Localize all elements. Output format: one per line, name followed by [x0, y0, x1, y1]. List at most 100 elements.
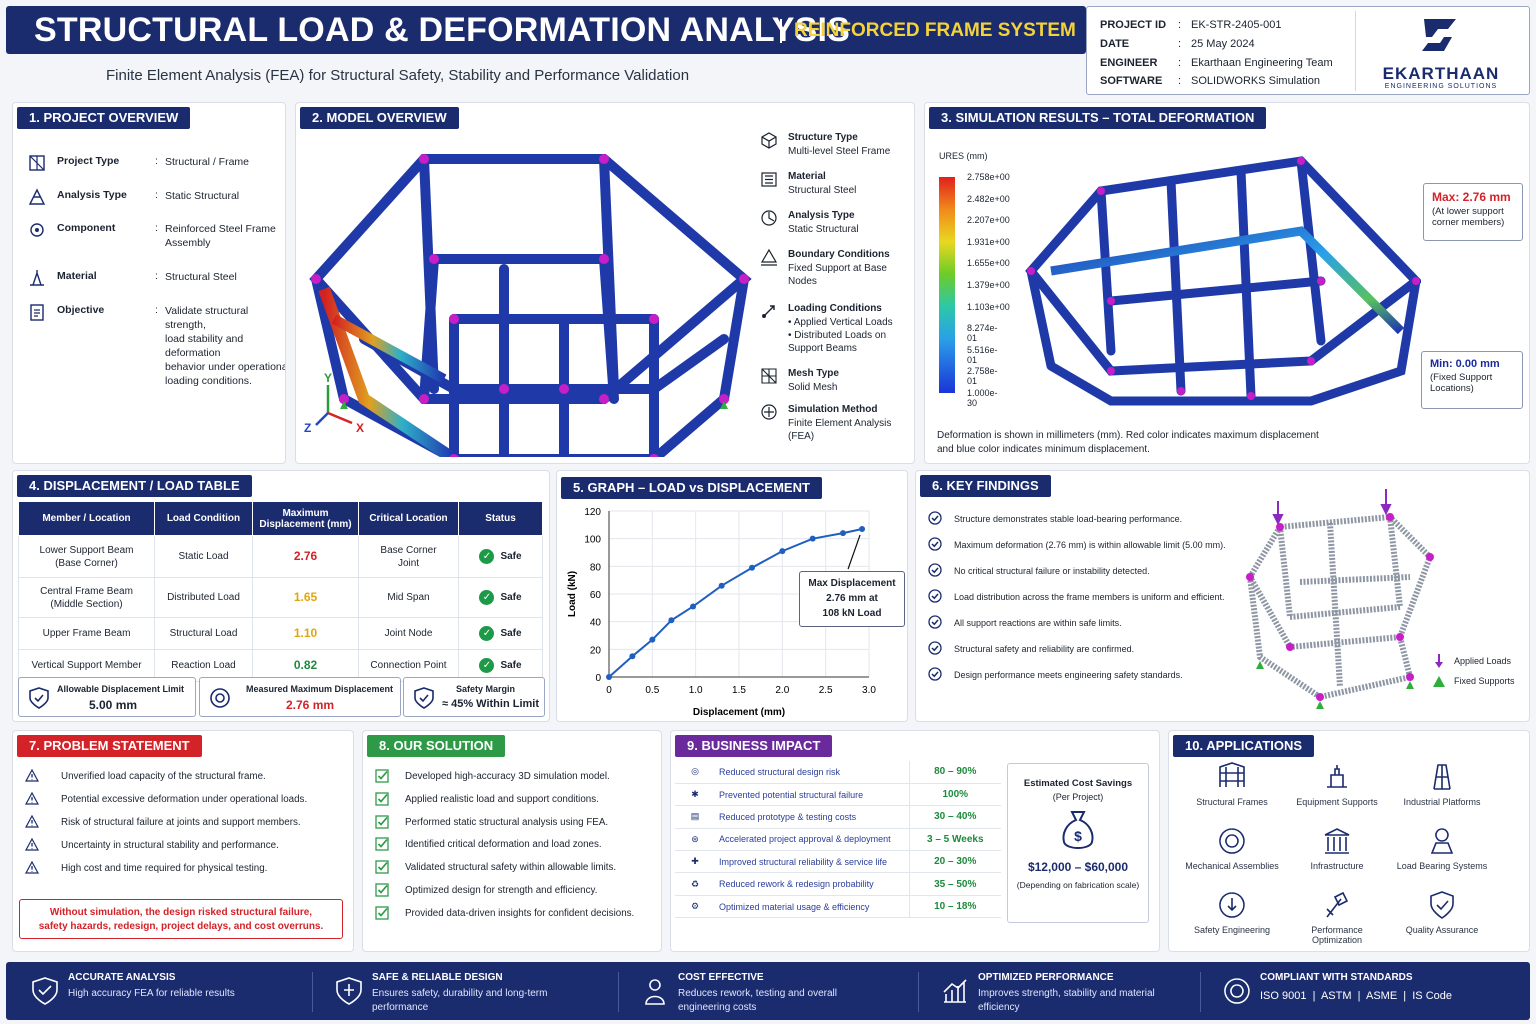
- footer-heading: ACCURATE ANALYSIS: [68, 972, 176, 983]
- data-point: [690, 603, 697, 610]
- savings-title: Estimated Cost Savings: [1023, 778, 1133, 789]
- data-point: [606, 674, 612, 680]
- col-header: Maximum Displacement (mm): [252, 501, 359, 536]
- max-label: Max: 2.76 mm: [1432, 190, 1511, 204]
- table-row: Central Frame Beam (Middle Section) Dist…: [18, 577, 543, 618]
- impact-row: ✚ Improved structural reliability & servi…: [675, 850, 1001, 874]
- data-point: [749, 564, 755, 571]
- section-title: 9. BUSINESS IMPACT: [675, 735, 833, 757]
- section-title: 10. APPLICATIONS: [1173, 735, 1315, 757]
- scale-tick-label: 5.516e-01: [967, 344, 998, 365]
- max-callout: Max: 2.76 mm (At lower support corner me…: [1423, 183, 1523, 241]
- frame-icon: [29, 155, 45, 171]
- application-item: Mechanical Assemblies: [1177, 825, 1287, 871]
- section-title: 8. OUR SOLUTION: [367, 735, 506, 757]
- section-title: 6. KEY FINDINGS: [920, 475, 1051, 497]
- axis-triad-icon: [315, 385, 353, 426]
- application-label: Structural Frames: [1196, 797, 1268, 807]
- fixed-support-triangle-icon: [1433, 676, 1445, 687]
- warning-icon: [25, 792, 39, 805]
- application-label: Infrastructure: [1310, 861, 1364, 871]
- ekarthaan-logo-icon: [1422, 19, 1456, 51]
- section-title: 2. MODEL OVERVIEW: [300, 107, 459, 129]
- checklist-icon: [30, 304, 44, 321]
- section-title: 5. GRAPH – LOAD vs DISPLACEMENT: [561, 477, 822, 499]
- data-point: [668, 617, 675, 624]
- money-bag-icon: $: [1062, 811, 1094, 849]
- warning-icon: [25, 815, 39, 828]
- application-item: Quality Assurance: [1387, 889, 1497, 935]
- shield-icon: [32, 977, 58, 1005]
- impact-icon: ✱: [675, 783, 715, 807]
- y-tick-label: 80: [590, 562, 602, 573]
- check-icon: [375, 814, 389, 829]
- scale-tick-label: 1.000e-30: [967, 388, 998, 408]
- check-icon: [375, 837, 389, 852]
- load-bearing-icon: [1430, 828, 1454, 854]
- data-point: [809, 535, 816, 542]
- method-icon: [761, 404, 777, 420]
- impact-table: ◎ Reduced structural design risk 80 – 90% ✱…: [675, 761, 1001, 919]
- business-impact-panel: 9. BUSINESS IMPACT ◎ Reduced structural d…: [670, 730, 1160, 952]
- applied-load-arrow-icon: [1435, 654, 1443, 668]
- footer-description: Reduces rework, testing and overall engi…: [678, 988, 837, 1013]
- target-icon: [210, 688, 230, 708]
- project-meta-card: PROJECT ID: EK-STR-2405-001 DATE:25 May 2…: [1086, 6, 1530, 95]
- y-axis-label: Load (kN): [567, 571, 578, 617]
- check-icon: [375, 769, 389, 783]
- shield-check-icon: [414, 687, 434, 709]
- applications-grid: Structural Frames Equipment Supports Indus…: [1169, 731, 1529, 951]
- data-point: [779, 548, 786, 555]
- title-divider: [780, 19, 782, 43]
- scale-tick-label: 8.274e-01: [967, 323, 998, 344]
- application-label: Performance Optimization: [1311, 925, 1363, 945]
- risk-warning: Without simulation, the design risked st…: [19, 899, 343, 939]
- section-title: 4. DISPLACEMENT / LOAD TABLE: [17, 475, 252, 497]
- application-item: Performance Optimization: [1282, 889, 1392, 945]
- meta-row: PROJECT ID: EK-STR-2405-001: [1100, 19, 1282, 31]
- table-row: Lower Support Beam (Base Corner) Static …: [18, 535, 543, 578]
- warning-icon: [25, 769, 39, 782]
- check-icon: [375, 860, 389, 874]
- equipment-support-icon: [1327, 765, 1347, 788]
- meta-row: ENGINEER: Ekarthaan Engineering Team: [1100, 57, 1333, 69]
- brand-tagline: ENGINEERING SOLUTIONS: [1384, 83, 1498, 90]
- section-title: 3. SIMULATION RESULTS – TOTAL DEFORMATIO…: [929, 107, 1267, 129]
- axis-x-label: X: [356, 421, 365, 435]
- impact-icon: ♻: [675, 872, 715, 896]
- x-axis-label: Displacement (mm): [693, 707, 785, 718]
- mesh-icon: [761, 368, 777, 384]
- gear-icon: [30, 223, 44, 237]
- table-row: Upper Frame Beam Structural Load 1.10 Jo…: [18, 617, 543, 650]
- savings-note: (Depending on fabrication scale): [1016, 880, 1140, 890]
- legend-unit: URES (mm): [939, 151, 988, 161]
- structural-frame-icon: [1219, 762, 1245, 787]
- y-tick-label: 0: [595, 673, 601, 684]
- check-icon: [928, 667, 942, 681]
- check-icon: ✓: [479, 590, 495, 605]
- col-header: Status: [458, 501, 543, 536]
- safety-icon: [1219, 892, 1245, 918]
- savings-value: $12,000 – $60,000: [1027, 860, 1129, 874]
- beam-icon: [30, 270, 44, 286]
- savings-subtitle: (Per Project): [1052, 792, 1104, 802]
- application-label: Industrial Platforms: [1403, 797, 1481, 807]
- analysis-icon: [761, 210, 777, 226]
- legend-applied-loads: Applied Loads: [1454, 656, 1512, 666]
- simulation-results-panel: 3. SIMULATION RESULTS – TOTAL DEFORMATIO…: [924, 102, 1530, 464]
- check-icon: [928, 615, 942, 629]
- industrial-platform-icon: [1433, 764, 1451, 790]
- check-icon: [375, 906, 389, 920]
- shield-check-icon: [29, 687, 49, 709]
- footer-heading: COST EFFECTIVE: [678, 972, 764, 983]
- impact-row: ✱ Prevented potential structural failure 1…: [675, 783, 1001, 807]
- impact-icon: ▤: [675, 805, 715, 829]
- warning-icon: [25, 861, 39, 874]
- application-item: Equipment Supports: [1282, 761, 1392, 807]
- brand-name: EKARTHAAN: [1382, 64, 1500, 83]
- max-note: (At lower support corner members): [1432, 206, 1505, 228]
- check-icon: [928, 563, 942, 577]
- section-title: 1. PROJECT OVERVIEW: [17, 107, 191, 129]
- result-caption: Deformation is shown in millimeters (mm)…: [937, 430, 1319, 455]
- y-tick-label: 100: [584, 535, 601, 546]
